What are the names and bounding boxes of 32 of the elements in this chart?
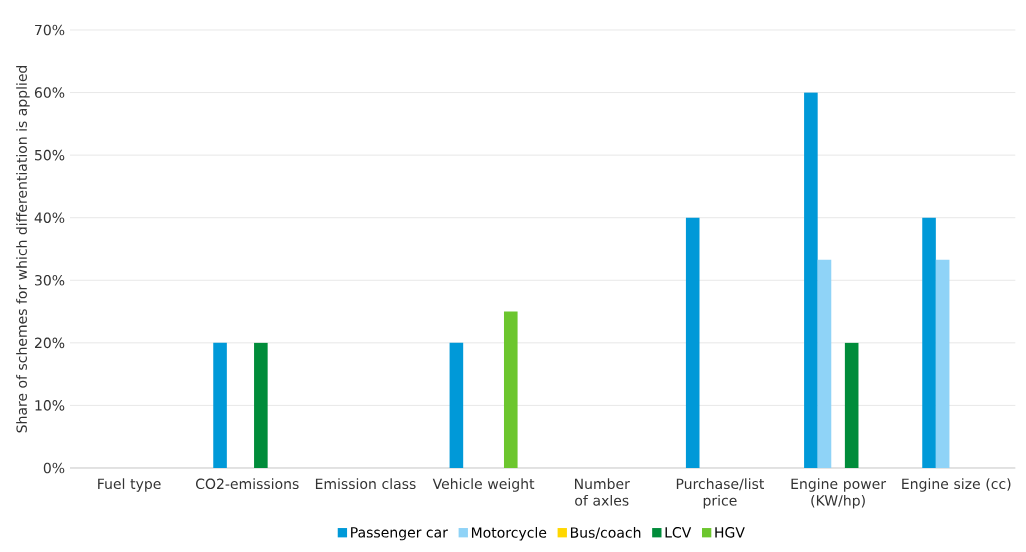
- y-tick-label: 40%: [34, 212, 65, 223]
- y-tick-label: 0%: [43, 462, 65, 474]
- x-tick-label: Engine size (cc): [902, 478, 1011, 492]
- y-tick-label: 20%: [34, 337, 65, 349]
- legend-label: Passenger car: [351, 527, 448, 541]
- y-tick-label: 60%: [34, 87, 65, 98]
- x-tick-label: Purchase/list price: [676, 478, 765, 509]
- legend-label: Bus/coach: [570, 527, 641, 539]
- bar: [804, 92, 818, 468]
- legend-label: LCV: [665, 527, 692, 538]
- legend-label: HGV: [715, 527, 745, 538]
- bar: [503, 311, 518, 468]
- x-tick-label: Number of axles: [575, 478, 630, 506]
- y-tick-label: 30%: [35, 274, 65, 286]
- y-tick-label: 50%: [35, 149, 65, 161]
- bar: [685, 217, 700, 468]
- x-tick-label: CO2-emissions: [196, 478, 299, 490]
- y-axis-title: Share of schemes for which differentiation is applied: [16, 65, 30, 433]
- y-tick-label: 70%: [35, 24, 65, 36]
- bar: [817, 259, 832, 468]
- legend-label: Motorcycle: [471, 527, 547, 541]
- x-tick-label: Fuel type: [98, 478, 161, 492]
- bar: [935, 259, 950, 468]
- x-tick-label: Vehicle weight: [432, 478, 535, 492]
- y-tick-label: 10%: [35, 400, 65, 411]
- x-tick-label: Emission class: [315, 478, 416, 490]
- bar: [213, 342, 227, 468]
- bar: [449, 342, 464, 468]
- x-tick-label: Engine power (KW/hp): [791, 478, 887, 509]
- bar: [844, 342, 859, 468]
- bar: [254, 342, 268, 468]
- bar: [922, 217, 936, 468]
